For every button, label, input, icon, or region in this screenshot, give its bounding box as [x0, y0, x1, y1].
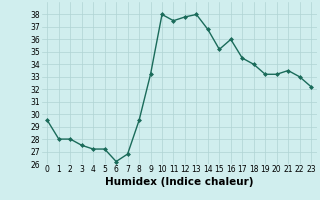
- X-axis label: Humidex (Indice chaleur): Humidex (Indice chaleur): [105, 177, 253, 187]
